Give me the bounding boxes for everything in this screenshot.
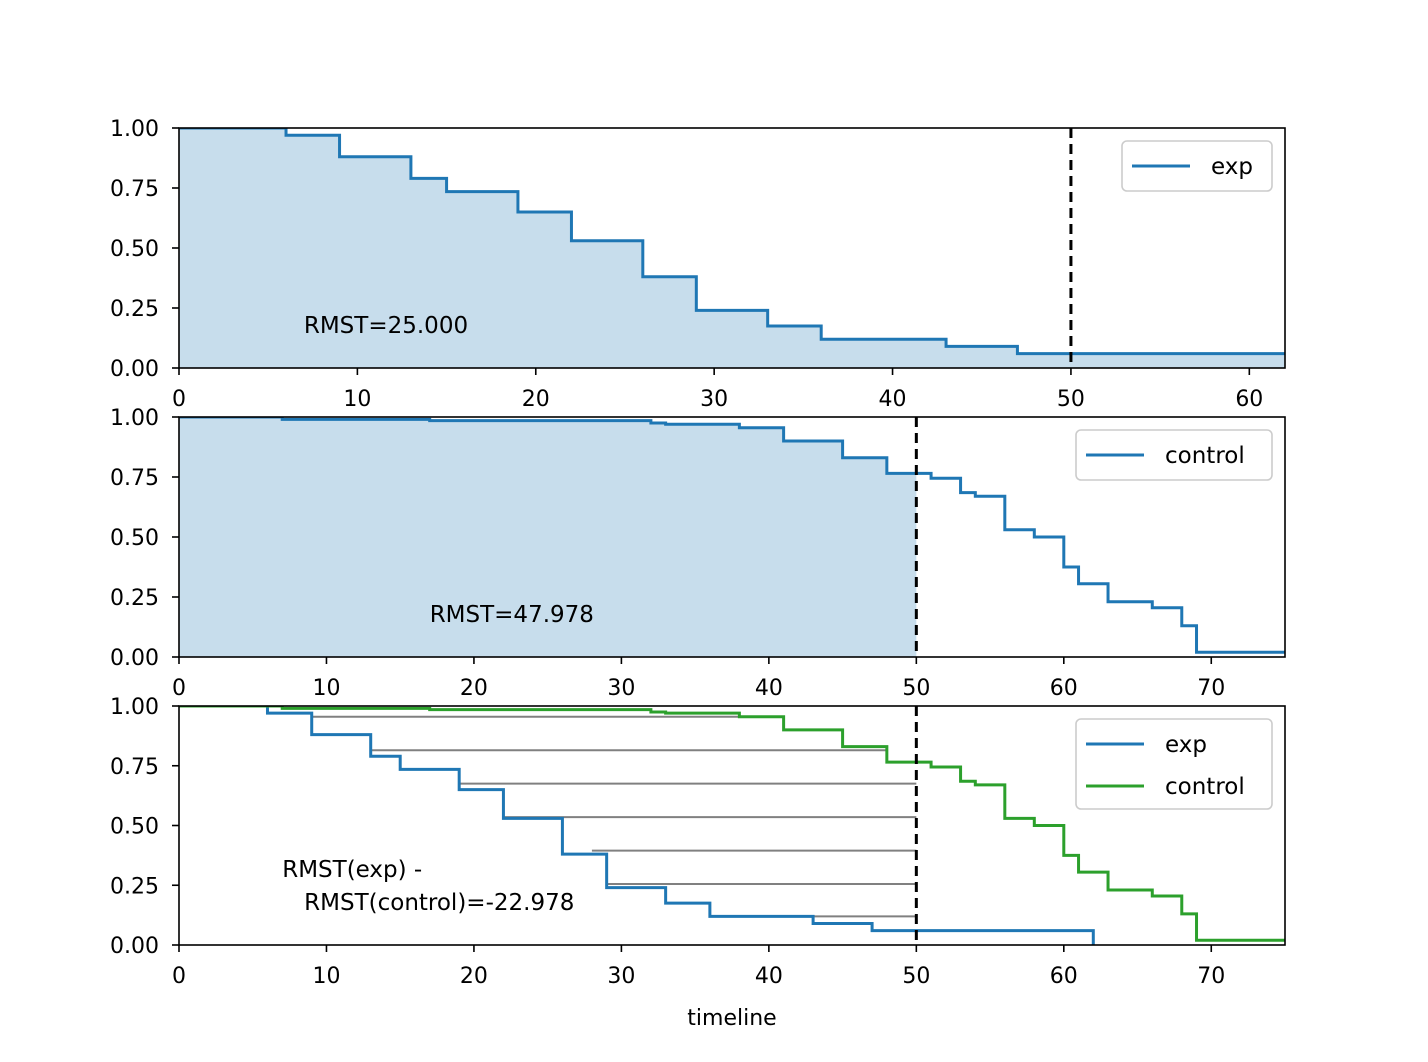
plot-area — [179, 128, 1285, 368]
rmst-annotation: RMST=47.978 — [430, 602, 594, 628]
y-tick-label: 0.00 — [110, 646, 159, 671]
x-tick-label: 70 — [1197, 676, 1225, 701]
rmst-area-exp — [179, 128, 1285, 368]
legend: exp control — [1075, 718, 1273, 810]
x-tick-label: 60 — [1050, 676, 1078, 701]
x-tick-label: 0 — [172, 964, 186, 989]
legend-label-exp: exp — [1211, 154, 1253, 180]
x-tick-label: 50 — [902, 964, 930, 989]
y-tick-label: 0.75 — [110, 466, 159, 491]
x-tick-label: 60 — [1050, 964, 1078, 989]
x-tick-label: 50 — [1057, 387, 1085, 412]
survival-curve-control — [179, 706, 1285, 942]
y-tick-label: 0.50 — [110, 237, 159, 262]
x-tick-label: 10 — [343, 387, 371, 412]
survival-curve-control — [179, 417, 1285, 654]
plot-area — [179, 706, 1285, 945]
y-tick-label: 0.75 — [110, 755, 159, 780]
legend-box — [1121, 140, 1273, 192]
legend-label-control: control — [1165, 443, 1245, 469]
rmst-annotation: RMST(exp) - — [282, 857, 422, 883]
y-tick-label: 0.50 — [110, 526, 159, 551]
y-tick-label: 0.00 — [110, 934, 159, 959]
survival-curve-exp — [179, 706, 1095, 945]
x-tick-label: 40 — [755, 964, 783, 989]
y-tick-label: 0.00 — [110, 357, 159, 382]
y-tick-label: 1.00 — [110, 695, 159, 720]
x-tick-label: 10 — [312, 964, 340, 989]
x-axis-label: timeline — [687, 1006, 776, 1031]
x-tick-label: 40 — [879, 387, 907, 412]
legend-label-exp: exp — [1165, 732, 1207, 758]
survival-curve-exp — [179, 128, 1285, 356]
x-tick-label: 0 — [172, 387, 186, 412]
legend-box — [1075, 429, 1273, 481]
x-tick-label: 40 — [755, 676, 783, 701]
x-tick-label: 0 — [172, 676, 186, 701]
legend: exp — [1121, 140, 1273, 192]
plot-area — [179, 417, 1285, 657]
y-tick-label: 0.25 — [110, 586, 159, 611]
subplot-3: 0 10 20 30 40 50 60 70 0.00 0.25 0.50 0.75 1.00 RMST(… — [110, 695, 1286, 1031]
rmst-annotation: RMST=25.000 — [304, 313, 468, 339]
x-tick-label: 50 — [902, 676, 930, 701]
x-tick-label: 10 — [312, 676, 340, 701]
legend: control — [1075, 429, 1273, 481]
y-tick-label: 1.00 — [110, 406, 159, 431]
x-tick-label: 30 — [700, 387, 728, 412]
x-tick-label: 70 — [1197, 964, 1225, 989]
x-tick-label: 20 — [460, 676, 488, 701]
subplot-1: 0 10 20 30 40 50 60 0.00 0.25 0.50 0.75 1.00 RMST=25… — [110, 117, 1286, 412]
subplot-2: 0 10 20 30 40 50 60 70 0.00 0.25 0.50 0.75 1.00 RMST=… — [110, 406, 1286, 701]
y-tick-label: 1.00 — [110, 117, 159, 142]
y-tick-label: 0.75 — [110, 177, 159, 202]
x-tick-label: 30 — [607, 676, 635, 701]
rmst-annotation: RMST(control)=-22.978 — [282, 890, 574, 916]
y-tick-label: 0.25 — [110, 297, 159, 322]
x-tick-label: 20 — [460, 964, 488, 989]
y-tick-label: 0.50 — [110, 815, 159, 840]
legend-label-control: control — [1165, 774, 1245, 800]
x-tick-label: 30 — [607, 964, 635, 989]
x-tick-label: 60 — [1235, 387, 1263, 412]
y-tick-label: 0.25 — [110, 874, 159, 899]
rmst-area-control — [179, 417, 917, 657]
x-tick-label: 20 — [522, 387, 550, 412]
